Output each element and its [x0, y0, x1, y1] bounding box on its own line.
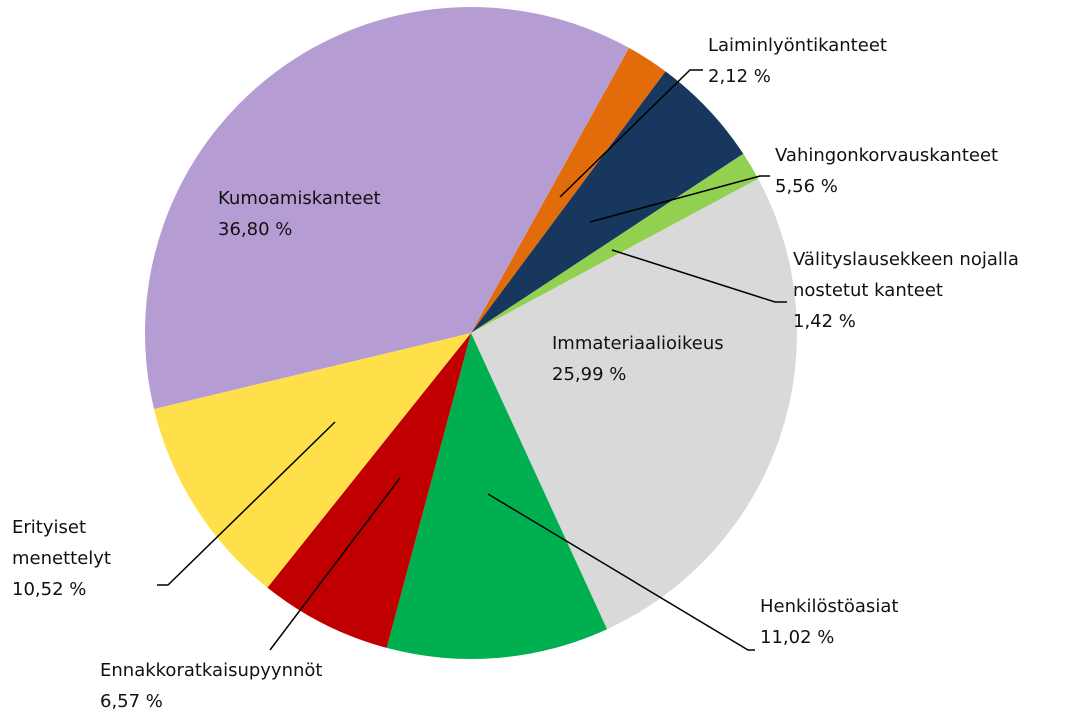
- label-name: Henkilöstöasiat: [760, 596, 899, 617]
- pie-slice: [471, 178, 797, 630]
- slice-label: Kumoamiskanteet 36,80 %: [218, 183, 518, 245]
- slice-label: Ennakkoratkaisupyynnöt 6,57 %: [100, 655, 420, 713]
- pie-slice: [267, 333, 471, 648]
- label-value: 11,02 %: [760, 627, 835, 648]
- label-value: 25,99 %: [552, 364, 627, 385]
- leader-line: [611, 249, 787, 303]
- pie-slice: [145, 7, 630, 409]
- slice-label: Immateriaalioikeus 25,99 %: [552, 328, 852, 390]
- slice-label: Laiminlyöntikanteet 2,12 %: [708, 30, 1008, 92]
- leader-line: [269, 477, 401, 651]
- pie-slice: [153, 333, 471, 588]
- slice-label: Henkilöstöasiat 11,02 %: [760, 591, 1060, 653]
- leader-line: [157, 421, 336, 586]
- label-value: 10,52 %: [12, 579, 87, 600]
- leader-line: [559, 69, 703, 198]
- label-value: 6,57 %: [100, 691, 163, 712]
- label-name: Vahingonkorvauskanteet: [775, 145, 999, 166]
- leader-line: [589, 175, 770, 223]
- leader-line: [487, 493, 755, 651]
- label-name: Erityiset menettelyt: [12, 517, 111, 569]
- label-name: Kumoamiskanteet: [218, 188, 381, 209]
- pie-slice: [386, 333, 608, 659]
- slice-label: Erityiset menettelyt 10,52 %: [12, 512, 132, 605]
- label-value: 5,56 %: [775, 176, 838, 197]
- label-name: Laiminlyöntikanteet: [708, 35, 887, 56]
- label-name: Immateriaalioikeus: [552, 333, 724, 354]
- label-value: 2,12 %: [708, 66, 771, 87]
- label-name: Välityslausekkeen nojalla nostetut kante…: [793, 249, 1019, 301]
- pie-slice: [471, 153, 759, 333]
- label-value: 1,42 %: [793, 311, 856, 332]
- slice-label: Välityslausekkeen nojalla nostetut kante…: [793, 244, 1053, 337]
- pie-slice: [471, 71, 744, 333]
- label-name: Ennakkoratkaisupyynnöt: [100, 660, 323, 681]
- slice-label: Vahingonkorvauskanteet 5,56 %: [775, 140, 1073, 202]
- pie-slice: [471, 47, 666, 334]
- label-value: 36,80 %: [218, 219, 293, 240]
